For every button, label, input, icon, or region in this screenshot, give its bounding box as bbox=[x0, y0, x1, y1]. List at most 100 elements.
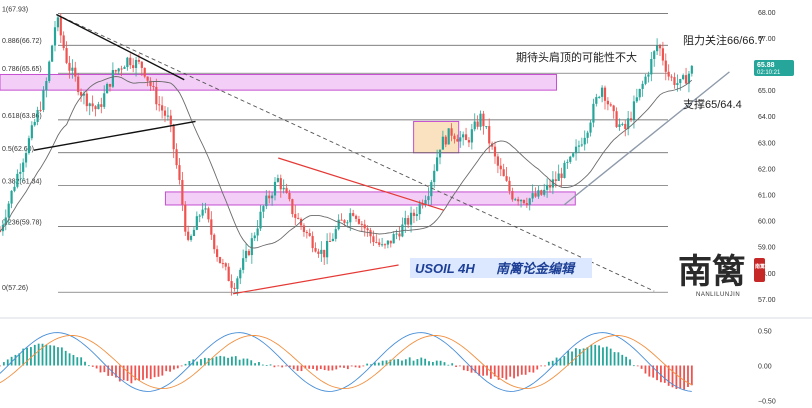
macd-bar bbox=[675, 365, 678, 390]
candle bbox=[537, 185, 540, 199]
macd-bar bbox=[22, 348, 25, 366]
macd-bar bbox=[169, 365, 171, 372]
macd-bar bbox=[679, 365, 682, 389]
candle-body bbox=[288, 192, 291, 200]
macd-bar bbox=[590, 344, 593, 366]
candle bbox=[592, 98, 595, 128]
candle-body bbox=[166, 115, 169, 117]
macd-bar bbox=[196, 361, 199, 366]
macd-bar bbox=[99, 365, 102, 373]
macd-bar bbox=[567, 350, 570, 366]
candle-body bbox=[250, 238, 253, 256]
macd-bar bbox=[532, 365, 535, 373]
candle bbox=[181, 171, 184, 212]
macd-pane: 0.50 0.00 −0.50 bbox=[0, 329, 776, 406]
candle bbox=[618, 118, 621, 131]
macd-bar bbox=[381, 360, 384, 366]
candle bbox=[612, 104, 615, 119]
candle-body bbox=[16, 173, 19, 187]
candle bbox=[294, 205, 297, 226]
candle-body bbox=[161, 105, 164, 111]
macd-bar bbox=[211, 358, 214, 366]
candle-body bbox=[285, 187, 288, 193]
candle-body bbox=[473, 121, 476, 130]
macd-bar bbox=[319, 365, 322, 370]
candle bbox=[169, 109, 172, 133]
candle-body bbox=[201, 209, 204, 216]
candle bbox=[673, 72, 676, 89]
candle-body bbox=[430, 182, 433, 197]
candle bbox=[418, 200, 421, 220]
macd-bar bbox=[478, 365, 481, 376]
candle bbox=[459, 130, 462, 148]
moving-average bbox=[0, 76, 693, 249]
macd-bar bbox=[6, 359, 9, 366]
fib-label: 1(67.93) bbox=[2, 7, 28, 14]
candle bbox=[514, 197, 517, 201]
fib-label: 0.886(66.72) bbox=[2, 38, 42, 45]
candle bbox=[586, 130, 589, 144]
candle bbox=[375, 234, 378, 244]
macd-bar bbox=[111, 365, 113, 376]
macd-bar bbox=[2, 362, 5, 366]
candle bbox=[476, 115, 479, 130]
candle-body bbox=[221, 263, 224, 265]
candle-body bbox=[522, 199, 526, 204]
candle-body bbox=[618, 124, 621, 128]
candle bbox=[505, 167, 508, 182]
candle-body bbox=[589, 122, 592, 133]
candle-body bbox=[7, 203, 10, 218]
candle-body bbox=[178, 165, 181, 180]
candle bbox=[129, 53, 132, 69]
candle-body bbox=[476, 121, 479, 127]
candle-body bbox=[103, 93, 106, 107]
candle-body bbox=[65, 48, 68, 63]
candle bbox=[577, 140, 581, 153]
price-tick-label: 67.00 bbox=[758, 36, 776, 43]
candle bbox=[357, 215, 361, 225]
candle-body bbox=[485, 126, 488, 128]
candle bbox=[184, 201, 187, 236]
candle-body bbox=[514, 199, 517, 201]
macd-bar bbox=[540, 365, 543, 367]
candle bbox=[282, 179, 285, 194]
candle-body bbox=[653, 51, 656, 59]
candle bbox=[221, 258, 224, 269]
macd-bar bbox=[184, 363, 187, 366]
macd-bar bbox=[551, 360, 554, 366]
candle-body bbox=[146, 76, 149, 81]
candle bbox=[39, 101, 42, 113]
candles-layer bbox=[0, 13, 693, 296]
candle bbox=[262, 204, 265, 219]
macd-bar bbox=[416, 359, 419, 366]
candle-body bbox=[546, 184, 549, 190]
candle bbox=[140, 61, 143, 76]
macd-bar bbox=[242, 358, 245, 366]
macd-bar bbox=[188, 361, 191, 366]
candle bbox=[299, 217, 303, 230]
candle bbox=[56, 14, 59, 32]
candle bbox=[42, 86, 45, 113]
price-tick-label: 57.00 bbox=[758, 297, 776, 304]
candle bbox=[256, 220, 259, 242]
candle-body bbox=[10, 190, 13, 204]
candle-body bbox=[572, 153, 575, 157]
macd-bar bbox=[231, 356, 233, 366]
candle-body bbox=[53, 27, 57, 46]
candle-body bbox=[233, 287, 236, 289]
candle-body bbox=[195, 216, 198, 230]
macd-bar bbox=[57, 347, 59, 366]
candle-body bbox=[308, 233, 311, 236]
candle-body bbox=[409, 212, 413, 225]
candle-body bbox=[670, 76, 673, 78]
candle bbox=[33, 118, 36, 127]
candle bbox=[273, 177, 277, 201]
signal-line bbox=[0, 334, 693, 390]
candle-body bbox=[551, 179, 554, 188]
macd-bar bbox=[103, 365, 106, 373]
candle-body bbox=[482, 113, 485, 127]
candle-body bbox=[467, 140, 471, 143]
macd-bar bbox=[625, 356, 628, 366]
candle bbox=[540, 189, 543, 196]
macd-bar bbox=[640, 365, 643, 369]
